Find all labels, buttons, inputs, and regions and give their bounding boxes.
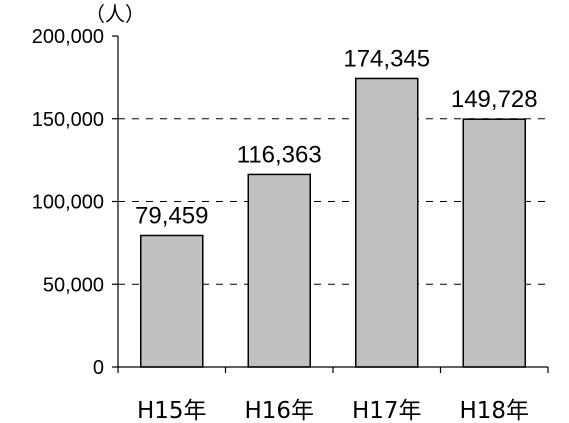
- bar: [140, 234, 204, 368]
- data-label: 174,345: [343, 45, 430, 72]
- y-tick-label: 150,000: [32, 109, 104, 131]
- labels: 79,459 H15年 116,363 H16年 174,345 H17年 149,728 H…: [32, 26, 538, 423]
- x-tick-label: H17年: [352, 398, 422, 423]
- x-tick-label: H15年: [137, 398, 207, 423]
- axes: （人）: [85, 2, 549, 373]
- y-tick-label: 200,000: [32, 26, 104, 48]
- data-label: 149,728: [451, 86, 538, 113]
- x-tick-label: H18年: [459, 398, 529, 423]
- y-axis-unit-label: （人）: [85, 2, 145, 26]
- bar: [355, 77, 419, 368]
- bar: [247, 173, 311, 368]
- y-tick-label: 100,000: [32, 192, 104, 214]
- y-tick-label: 50,000: [43, 274, 104, 296]
- y-tick-label: 0: [93, 357, 104, 379]
- x-tick-label: H16年: [244, 398, 314, 423]
- bar: [462, 118, 526, 368]
- data-label: 116,363: [237, 141, 322, 168]
- bars: [140, 77, 526, 368]
- data-label: 79,459: [135, 202, 208, 229]
